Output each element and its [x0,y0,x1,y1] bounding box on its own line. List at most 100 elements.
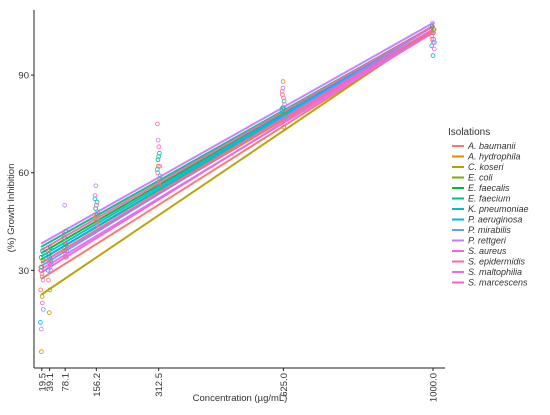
data-point [47,287,53,293]
data-point [430,23,435,29]
data-point [46,258,52,263]
legend-label: A. hydrophila [467,152,521,162]
x-axis-title: Concentration (µg/mL) [193,393,288,404]
legend-label: E. coli [468,173,494,183]
data-point [431,46,437,52]
legend-title: Isolations [448,127,490,138]
data-point [63,251,68,257]
y-tick-label: 60 [18,168,29,179]
legend-label: P. rettgeri [468,236,507,246]
data-point [95,209,101,215]
data-point [429,33,435,39]
data-point [45,268,51,273]
data-point [94,222,100,228]
data-point [38,255,44,260]
data-point [280,85,286,91]
data-point [47,255,52,260]
data-point [64,255,69,260]
data-point [61,232,67,237]
data-point [38,326,44,332]
series-line-13 [40,28,435,264]
data-point [279,108,285,114]
x-tick-label: 78.1 [61,373,72,392]
data-point [431,36,437,42]
data-point [156,144,162,149]
data-point [62,202,67,208]
data-point [63,238,68,244]
data-point [156,183,162,189]
legend-label: K. pneumoniae [468,204,529,214]
data-point [430,40,436,45]
data-point [157,176,163,182]
data-point [63,229,69,234]
data-point [46,248,51,254]
data-point [155,137,161,143]
legend-label: C. koseri [468,162,505,172]
legend-label: S. maltophilia [468,267,522,277]
data-point [280,79,286,84]
data-point [92,193,98,198]
data-point [47,261,53,267]
x-tick-label: 312.5 [154,373,165,397]
data-point [154,167,160,172]
legend-label: E. faecium [468,194,511,204]
data-point [95,212,100,218]
data-point [39,349,44,355]
data-point [92,196,98,202]
data-point [61,245,67,250]
y-axis-title: (%) Growth Inhibition [6,164,17,253]
data-point [39,294,45,299]
data-point [279,89,285,94]
legend-label: S. aureus [468,246,507,256]
series-line-9 [40,22,435,245]
data-point [93,183,99,189]
series-line-2 [40,28,435,296]
data-point [155,170,160,176]
x-tick-label: 19.5 [37,373,48,392]
legend-label: E. faecalis [468,183,510,193]
legend-label: S. epidermidis [468,257,526,267]
data-point [38,287,44,293]
data-point [157,173,163,179]
data-point [39,271,45,276]
data-point [155,121,160,127]
axes [33,10,445,369]
data-point [430,20,435,26]
plot-area [38,20,437,355]
data-point [282,102,287,107]
data-point [46,277,51,283]
series-line-11 [40,25,435,251]
data-point [157,163,163,169]
x-tick-label: 156.2 [92,373,103,397]
data-point [94,202,99,208]
data-point [282,111,287,117]
data-point [95,215,100,221]
x-ticks: 19.539.1 78.1 156.2 312.5 625.0 1000.0 [37,368,440,402]
legend-label: P. mirabilis [468,225,511,235]
data-point [40,277,46,283]
data-point [156,154,161,159]
data-point [155,157,161,163]
data-point [94,199,100,205]
data-point [40,307,46,312]
data-point [157,150,162,156]
data-point [40,300,45,306]
data-point [48,245,53,250]
data-point [281,98,287,104]
data-point [48,268,54,273]
x-tick-label: 39.1 [45,373,56,392]
y-tick-label: 90 [18,71,29,82]
y-ticks: 30 60 90 [18,71,34,277]
data-point [47,264,53,270]
legend-label: P. aeruginosa [468,215,522,225]
y-tick-label: 30 [18,266,29,277]
data-point [46,310,52,315]
data-point [281,95,286,101]
data-point [40,248,45,254]
x-tick-label: 625.0 [279,373,290,397]
